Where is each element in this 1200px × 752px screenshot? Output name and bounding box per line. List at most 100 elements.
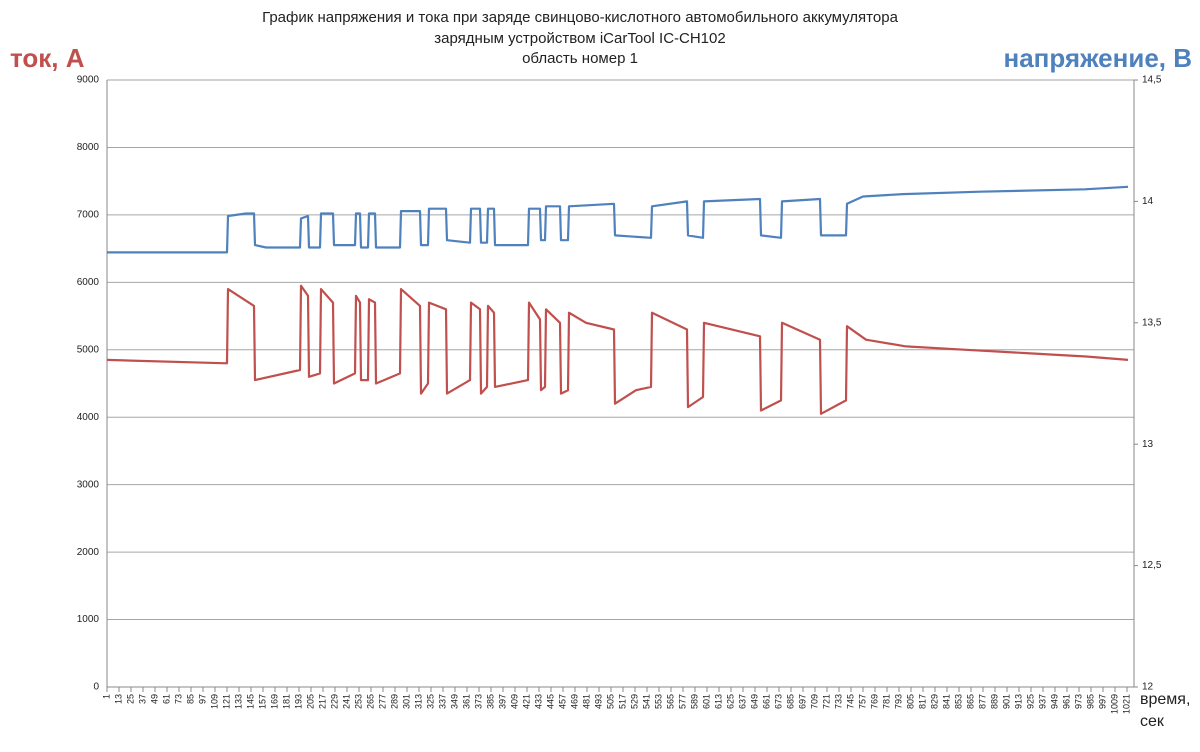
x-tick-label: 49 xyxy=(149,694,159,704)
x-tick-label: 193 xyxy=(293,694,303,709)
x-tick-label: 457 xyxy=(557,694,567,709)
x-tick-label: 853 xyxy=(953,694,963,709)
y2-axis-label: напряжение, В xyxy=(1004,43,1193,73)
y2-tick-label: 12 xyxy=(1142,682,1154,693)
y2-tick-label: 14 xyxy=(1142,196,1154,207)
x-tick-label: 169 xyxy=(269,694,279,709)
x-tick-label: 1 xyxy=(101,694,111,699)
y-tick-label: 2000 xyxy=(77,547,100,558)
x-tick-label: 37 xyxy=(137,694,147,704)
y-tick-label: 0 xyxy=(93,682,99,693)
x-tick-label: 373 xyxy=(473,694,483,709)
x-tick-label: 889 xyxy=(989,694,999,709)
series-line xyxy=(106,284,1129,415)
x-axis-label: время, xyxy=(1140,691,1190,708)
x-tick-label: 565 xyxy=(665,694,675,709)
x-tick-label: 241 xyxy=(341,694,351,709)
x-tick-label: 217 xyxy=(317,694,327,709)
x-tick-label: 25 xyxy=(125,694,135,704)
x-tick-label: 529 xyxy=(629,694,639,709)
x-tick-label: 673 xyxy=(773,694,783,709)
x-tick-label: 289 xyxy=(389,694,399,709)
x-tick-label: 181 xyxy=(281,694,291,709)
y2-tick-label: 14,5 xyxy=(1142,75,1162,86)
x-tick-label: 613 xyxy=(713,694,723,709)
x-tick-label: 925 xyxy=(1025,694,1035,709)
x-tick-label: 433 xyxy=(533,694,543,709)
x-tick-label: 13 xyxy=(113,694,123,704)
x-tick-label: 505 xyxy=(605,694,615,709)
y-tick-label: 6000 xyxy=(77,277,100,288)
x-tick-label: 877 xyxy=(977,694,987,709)
x-tick-label: 109 xyxy=(209,694,219,709)
x-tick-label: 73 xyxy=(173,694,183,704)
x-tick-label: 913 xyxy=(1013,694,1023,709)
x-tick-label: 1021 xyxy=(1121,694,1131,714)
x-tick-label: 61 xyxy=(161,694,171,704)
y-tick-label: 1000 xyxy=(77,614,100,625)
x-tick-label: 553 xyxy=(653,694,663,709)
y-axis-label: ток, А xyxy=(10,43,85,73)
x-tick-label: 937 xyxy=(1037,694,1047,709)
x-tick-label: 709 xyxy=(809,694,819,709)
x-tick-label: 997 xyxy=(1097,694,1107,709)
x-tick-label: 445 xyxy=(545,694,555,709)
x-tick-label: 313 xyxy=(413,694,423,709)
y-tick-label: 7000 xyxy=(77,210,100,221)
x-tick-label: 625 xyxy=(725,694,735,709)
x-tick-label: 337 xyxy=(437,694,447,709)
x-tick-label: 253 xyxy=(353,694,363,709)
y2-tick-label: 13 xyxy=(1142,439,1154,450)
x-tick-label: 265 xyxy=(365,694,375,709)
x-tick-label: 961 xyxy=(1061,694,1071,709)
x-tick-label: 841 xyxy=(941,694,951,709)
x-tick-label: 469 xyxy=(569,694,579,709)
y-tick-label: 4000 xyxy=(77,412,100,423)
x-tick-label: 973 xyxy=(1073,694,1083,709)
x-tick-label: 601 xyxy=(701,694,711,709)
x-tick-label: 493 xyxy=(593,694,603,709)
y-tick-label: 8000 xyxy=(77,142,100,153)
x-tick-label: 649 xyxy=(749,694,759,709)
y2-tick-label: 13,5 xyxy=(1142,317,1162,328)
x-tick-label: 817 xyxy=(917,694,927,709)
chart-title: График напряжения и тока при заряде свин… xyxy=(262,9,899,26)
x-tick-label: 481 xyxy=(581,694,591,709)
x-tick-label: 385 xyxy=(485,694,495,709)
series-line xyxy=(107,185,1129,254)
x-tick-label: 145 xyxy=(245,694,255,709)
x-tick-label: 637 xyxy=(737,694,747,709)
y-tick-label: 3000 xyxy=(77,479,100,490)
x-tick-label: 277 xyxy=(377,694,387,709)
x-tick-label: 409 xyxy=(509,694,519,709)
x-tick-label: 361 xyxy=(461,694,471,709)
x-tick-label: 205 xyxy=(305,694,315,709)
x-tick-label: 781 xyxy=(881,694,891,709)
x-tick-label: 541 xyxy=(641,694,651,709)
chart-title: зарядным устройством iCarTool IC-CH102 xyxy=(434,30,725,47)
x-tick-label: 697 xyxy=(797,694,807,709)
y-tick-label: 5000 xyxy=(77,344,100,355)
x-tick-label: 757 xyxy=(857,694,867,709)
x-tick-label: 1009 xyxy=(1109,694,1119,714)
x-tick-label: 85 xyxy=(185,694,195,704)
x-tick-label: 229 xyxy=(329,694,339,709)
x-tick-label: 121 xyxy=(221,694,231,709)
x-tick-label: 577 xyxy=(677,694,687,709)
y2-tick-label: 12,5 xyxy=(1142,560,1162,571)
x-tick-label: 97 xyxy=(197,694,207,704)
x-tick-label: 325 xyxy=(425,694,435,709)
x-tick-label: 949 xyxy=(1049,694,1059,709)
x-tick-label: 805 xyxy=(905,694,915,709)
x-tick-label: 133 xyxy=(233,694,243,709)
x-tick-label: 793 xyxy=(893,694,903,709)
x-tick-label: 721 xyxy=(821,694,831,709)
x-tick-label: 685 xyxy=(785,694,795,709)
x-tick-label: 733 xyxy=(833,694,843,709)
x-tick-label: 661 xyxy=(761,694,771,709)
y-tick-label: 9000 xyxy=(77,75,100,86)
x-tick-label: 901 xyxy=(1001,694,1011,709)
x-tick-label: 745 xyxy=(845,694,855,709)
x-tick-label: 397 xyxy=(497,694,507,709)
